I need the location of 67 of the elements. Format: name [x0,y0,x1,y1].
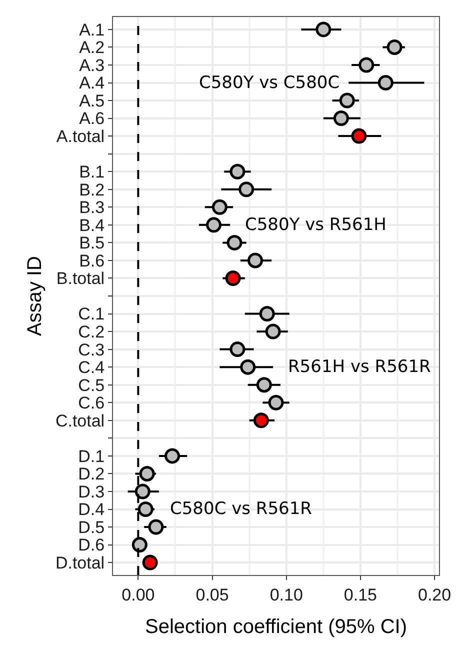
point [142,554,158,570]
y-tick-label: C.6 [78,394,105,413]
y-tick-label: C.4 [78,358,105,378]
point [333,110,349,126]
point [132,537,148,553]
x-tick-label: 0.00 [122,585,155,604]
y-tick-label: A.4 [79,74,105,93]
point [134,484,150,500]
point [248,252,263,268]
point [230,342,246,358]
y-tick-label: C.2 [78,322,105,342]
y-tick-label: B.2 [79,180,105,200]
y-tick-label: D.1 [78,446,105,466]
y-tick-label: B.total [56,269,105,288]
point [238,182,254,198]
point [164,448,180,464]
x-tick-label: 0.10 [270,585,303,604]
x-tick-label: 0.05 [196,585,229,604]
point [226,234,242,250]
point [148,519,164,535]
y-tick-label: B.4 [79,216,105,235]
point [240,359,256,375]
y-tick-label: A.3 [79,56,105,75]
x-axis-title: Selection coefficient (95% CI) [145,616,407,638]
y-tick-label: A.2 [79,38,105,58]
y-tick-label: A.total [56,127,105,146]
point [212,199,228,215]
y-tick-label: D.6 [78,536,105,555]
y-tick-label: D.3 [78,482,105,502]
point [225,270,241,286]
point [138,502,154,517]
point [256,377,272,393]
y-tick-label: C.total [55,411,105,430]
point [230,164,246,180]
point [268,394,284,410]
y-tick-label: C.1 [78,304,105,324]
point [339,92,355,108]
y-tick-label: D.total [55,554,105,573]
annotation: C580C vs R561R [170,499,312,519]
x-tick-label: 0.15 [344,585,378,604]
point [206,217,222,233]
y-tick-label: A.5 [79,91,105,110]
y-tick-label: B.3 [79,198,105,218]
point [358,57,374,73]
y-tick-label: B.5 [79,234,105,253]
y-tick-label: D.2 [78,464,105,484]
point [253,412,269,428]
y-tick-label: A.6 [79,109,105,128]
annotation: C580Y vs R561H [245,215,386,235]
point [351,128,367,144]
y-axis-title: Assay ID [24,256,46,336]
y-tick-label: C.5 [78,376,105,395]
y-tick-label: B.6 [79,251,105,270]
annotation: R561H vs R561R [288,357,432,377]
point [139,466,155,482]
point [378,75,394,90]
y-tick-label: B.1 [79,162,105,182]
point [259,306,275,322]
point [265,324,281,340]
x-tick-label: 0.20 [418,585,452,604]
point [386,39,402,55]
y-tick-label: D.5 [78,518,105,537]
y-tick-label: D.4 [78,500,105,520]
y-tick-label: C.3 [78,340,105,360]
annotation: C580Y vs C580C [199,73,340,93]
point [316,22,332,38]
y-tick-label: A.1 [79,20,105,40]
